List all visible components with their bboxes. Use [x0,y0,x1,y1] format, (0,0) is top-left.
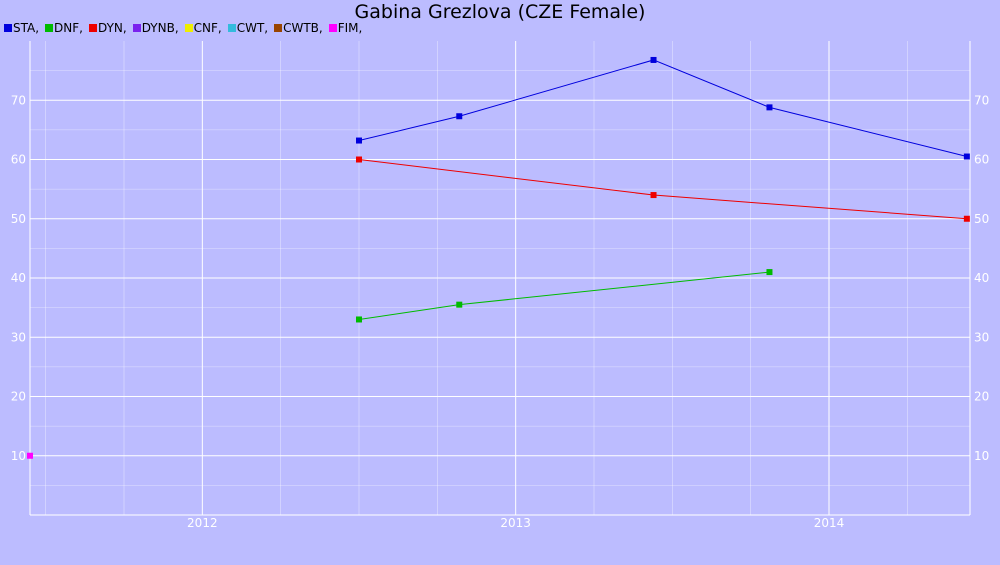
data-point-sta [356,137,362,144]
legend-label: DNF, [54,21,83,35]
y-tick-label-left: 50 [11,212,26,226]
data-point-dyn [963,215,970,222]
y-tick-label-left: 60 [11,153,26,167]
legend-label: FIM, [337,21,363,35]
x-tick-label: 2013 [500,516,531,530]
legend-swatch [4,24,12,32]
x-tick-label: 2014 [814,516,845,530]
legend-swatch [132,24,141,32]
legend-swatch [227,24,236,32]
y-tick-label-right: 40 [974,271,989,285]
legend-swatch [45,24,54,32]
y-tick-label-left: 30 [11,330,26,344]
data-point-dnf [356,316,362,323]
data-point-dyn [650,192,657,199]
legend-label: CWTB, [283,21,323,35]
legend-item-fim: FIM, [328,21,363,35]
legend-item-cnf: CNF, [184,21,222,35]
data-point-sta [456,113,463,120]
legend-label: CWT, [236,21,269,35]
data-point-dnf [766,269,773,276]
data-point-sta [766,104,773,111]
data-point-dyn [356,156,362,163]
legend-label: DYNB, [141,21,179,35]
data-point-dnf [456,301,463,308]
data-point-sta [963,153,970,160]
data-point-sta [650,56,657,63]
legend-label: STA, [13,21,40,35]
y-tick-label-right: 20 [974,390,989,404]
legend-label: CNF, [193,21,222,35]
y-tick-label-right: 60 [974,153,989,167]
y-tick-label-left: 70 [11,93,26,107]
legend-item-cwtb: CWTB, [274,21,323,35]
x-tick-label: 2012 [187,516,218,530]
series-line-dnf [358,271,770,320]
legend-swatch [184,24,193,32]
y-tick-label-right: 70 [974,93,989,107]
y-tick-label-right: 10 [974,449,989,463]
chart-legend: STA, DNF, DYN, DYNB, CNF, CWT, CWTB, FIM, [4,21,368,35]
legend-swatch [328,24,337,32]
legend-label: DYN, [97,21,127,35]
legend-item-sta: STA, [4,21,39,35]
y-tick-label-right: 30 [974,330,989,344]
y-tick-label-right: 50 [974,212,989,226]
legend-item-cwt: CWT, [227,21,269,35]
chart-title: Gabina Grezlova (CZE Female) [354,1,646,23]
y-tick-label-left: 40 [11,271,26,285]
y-tick-label-left: 20 [11,390,26,404]
legend-item-dynb: DYNB, [132,21,179,35]
legend-swatch [274,24,283,32]
legend-swatch [88,24,97,32]
legend-item-dyn: DYN, [88,21,127,35]
data-point-fim [27,452,33,459]
series-line-sta [358,59,967,158]
y-tick-label-left: 10 [11,449,26,463]
legend-item-dnf: DNF, [45,21,83,35]
